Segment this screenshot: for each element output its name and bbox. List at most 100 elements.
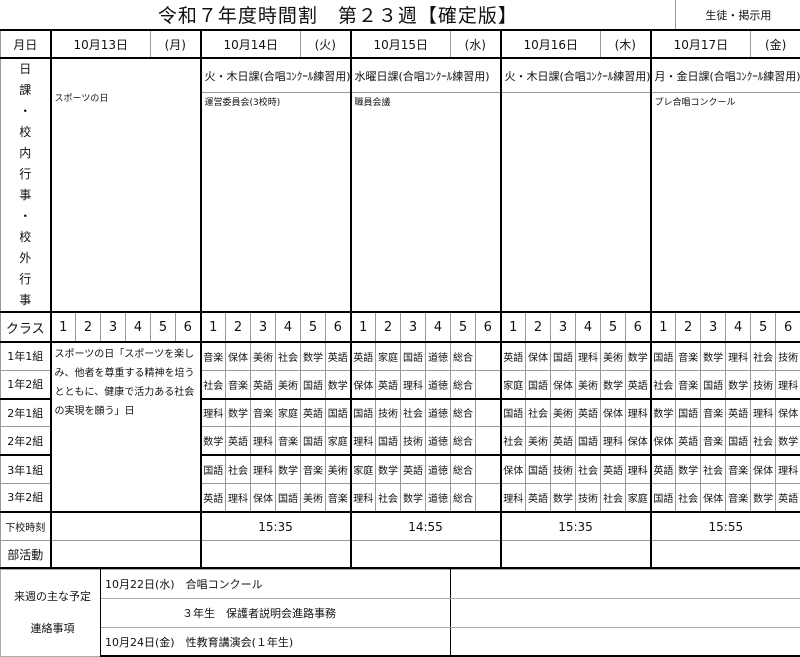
subject-cell: 家庭 (501, 370, 526, 398)
period-number: 1 (51, 312, 76, 342)
subject-cell: 音楽 (726, 455, 751, 483)
subject-cell (476, 399, 501, 427)
subject-cell: 道徳 (426, 399, 451, 427)
subject-cell: 総合 (451, 427, 476, 455)
subject-cell: 社会 (201, 370, 226, 398)
day-weekday: (水) (451, 30, 501, 58)
subject-cell: 美術 (601, 342, 626, 370)
subject-cell: 数学 (776, 427, 800, 455)
subject-cell: 数学 (226, 399, 251, 427)
subject-cell: 英語 (251, 370, 276, 398)
next-week-item: 10月22日(水) 合唱コンクール (101, 569, 451, 598)
day-note (501, 93, 651, 312)
club-activity (651, 541, 800, 568)
subject-cell: 音楽 (301, 455, 326, 483)
subject-cell: 社会 (701, 455, 726, 483)
subject-cell: 国語 (301, 370, 326, 398)
period-number: 3 (251, 312, 276, 342)
dismissal-time (51, 512, 201, 541)
subject-cell: 音楽 (226, 370, 251, 398)
subject-cell: 保体 (751, 455, 776, 483)
period-number: 1 (501, 312, 526, 342)
subject-cell: 総合 (451, 370, 476, 398)
subject-cell: 社会 (751, 342, 776, 370)
subject-cell (476, 342, 501, 370)
period-number: 2 (376, 312, 401, 342)
subject-cell (476, 455, 501, 483)
subject-cell: 英語 (676, 427, 701, 455)
subject-cell: 英語 (301, 399, 326, 427)
subject-cell: 英語 (376, 370, 401, 398)
subject-cell: 家庭 (276, 399, 301, 427)
subject-cell: 社会 (501, 427, 526, 455)
subject-cell: 国語 (276, 483, 301, 511)
subject-cell: 社会 (576, 455, 601, 483)
subject-cell: 国語 (326, 399, 351, 427)
subject-cell: 理科 (201, 399, 226, 427)
day-date: 10月15日 (351, 30, 451, 58)
subject-cell: 家庭 (626, 483, 651, 511)
period-number: 5 (601, 312, 626, 342)
class-name: 1年1組 (1, 342, 51, 370)
subject-cell: 音楽 (326, 483, 351, 511)
subject-cell: 国語 (301, 427, 326, 455)
page-title: 令和７年度時間割 第２３週【確定版】 (1, 0, 676, 30)
notes-blank (451, 598, 800, 627)
subject-cell: 理科 (626, 455, 651, 483)
subject-cell: 国語 (551, 342, 576, 370)
subject-cell: 理科 (351, 427, 376, 455)
day-weekday: (月) (151, 30, 201, 58)
subject-cell: 美術 (526, 427, 551, 455)
subject-cell: 理科 (576, 342, 601, 370)
subject-cell: 数学 (201, 427, 226, 455)
period-number: 6 (776, 312, 800, 342)
subject-cell: 保体 (526, 342, 551, 370)
club-activity (51, 541, 201, 568)
day-date: 10月14日 (201, 30, 301, 58)
subject-cell: 音楽 (276, 427, 301, 455)
day-note: 職員会議 (351, 93, 501, 312)
subject-cell: 英語 (501, 342, 526, 370)
subject-cell: 道徳 (426, 427, 451, 455)
day-weekday: (金) (751, 30, 800, 58)
subject-cell: 国語 (526, 370, 551, 398)
subject-cell: 社会 (676, 483, 701, 511)
subject-cell: 国語 (201, 455, 226, 483)
subject-cell: 数学 (726, 370, 751, 398)
subject-cell: 英語 (551, 427, 576, 455)
subject-cell: 英語 (576, 399, 601, 427)
subject-cell: 技術 (576, 483, 601, 511)
subject-cell: 道徳 (426, 370, 451, 398)
subject-cell: 美術 (551, 399, 576, 427)
period-number: 2 (76, 312, 101, 342)
club-activity (501, 541, 651, 568)
subject-cell: 道徳 (426, 342, 451, 370)
subject-cell: 国語 (501, 399, 526, 427)
subject-cell: 数学 (601, 370, 626, 398)
period-number: 2 (526, 312, 551, 342)
subject-cell: 美術 (301, 483, 326, 511)
subject-cell: 英語 (601, 455, 626, 483)
subject-cell: 道徳 (426, 455, 451, 483)
class-name: 3年1組 (1, 455, 51, 483)
contact-title: 連絡事項 (5, 613, 100, 645)
subject-cell: 理科 (776, 455, 800, 483)
subject-cell: 技術 (776, 342, 800, 370)
subject-cell: 道徳 (426, 483, 451, 511)
dismissal-time: 15:35 (201, 512, 351, 541)
subject-cell: 保体 (701, 483, 726, 511)
subject-cell: 社会 (526, 399, 551, 427)
subject-cell: 国語 (676, 399, 701, 427)
period-number: 5 (301, 312, 326, 342)
period-number: 6 (176, 312, 201, 342)
subject-cell: 英語 (351, 342, 376, 370)
subject-cell: 音楽 (726, 483, 751, 511)
period-number: 3 (401, 312, 426, 342)
subject-cell: 数学 (751, 483, 776, 511)
period-number: 3 (101, 312, 126, 342)
subject-cell: 英語 (776, 483, 800, 511)
subject-cell: 理科 (251, 427, 276, 455)
subject-cell: 保体 (651, 427, 676, 455)
day-date: 10月16日 (501, 30, 601, 58)
day-date: 10月13日 (51, 30, 151, 58)
